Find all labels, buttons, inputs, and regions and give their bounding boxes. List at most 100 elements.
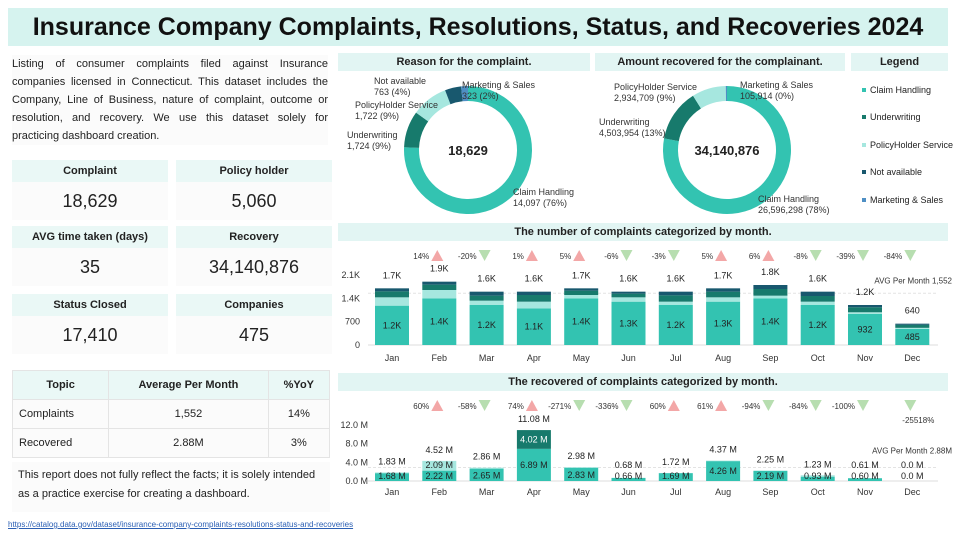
donut-label: PolicyHolder Service 2,934,709 (9%) (614, 82, 698, 103)
legend-item-policyholder: PolicyHolder Service (862, 140, 953, 150)
triangle-down-icon (904, 250, 917, 261)
triangle-up-icon (715, 250, 728, 261)
total-label: 1.7K (714, 270, 733, 280)
bar-segment (516, 301, 551, 309)
bar-segment (469, 467, 504, 469)
bar-segment (564, 295, 599, 299)
bar-segment (658, 295, 693, 302)
kpi-value: 475 (238, 324, 270, 345)
y-tick-label: 8.0 M (345, 439, 368, 449)
yoy-label: -39% (836, 252, 855, 261)
month-label: Nov (857, 487, 874, 497)
month-label: Mar (479, 487, 495, 497)
bar-segment (800, 301, 835, 305)
donut-label: Marketing & Sales 323 (2%) (462, 80, 536, 101)
total-label: 1.2K (856, 287, 875, 297)
triangle-down-icon (904, 400, 917, 411)
bar-segment (375, 473, 409, 481)
legend-item-not-available: Not available (862, 167, 922, 177)
cell: 2.88M (108, 428, 269, 458)
total-label: 4.37 M (709, 445, 737, 455)
kpi-avg-time: AVG time taken (days) 35 (12, 226, 168, 286)
bar-segment (611, 301, 646, 345)
yoy-label: -84% (789, 402, 808, 411)
yoy-label: -94% (742, 402, 761, 411)
claim-label: 1.69 M (662, 471, 690, 481)
total-label: 11.08 M (518, 414, 550, 424)
donut-label: Marketing & Sales 105,914 (0%) (740, 80, 814, 101)
bar-segment (469, 305, 504, 345)
cell: Recovered (11, 428, 110, 458)
triangle-up-icon (715, 400, 728, 411)
triangle-up-icon (667, 400, 680, 411)
total-label: 0.61 M (851, 460, 879, 470)
monthly-recovered-title: The recovered of complaints categorized … (338, 373, 948, 391)
total-label: 4.52 M (426, 445, 454, 455)
table-row: Recovered 2.88M 3% (11, 428, 331, 458)
bar-segment (469, 468, 504, 481)
y-tick-label: 1.4K (341, 293, 360, 303)
donut-slice (461, 86, 468, 102)
yoy-label: 61% (697, 402, 713, 411)
claim-label: 1.2K (477, 320, 496, 330)
bar-segment (848, 313, 882, 345)
bar-segment (706, 291, 741, 298)
bar-segment (658, 291, 693, 296)
yoy-label: -20% (458, 252, 477, 261)
table-row: Complaints 1,552 14% (11, 399, 331, 429)
bar-segment (375, 291, 409, 298)
yoy-label: 60% (650, 402, 666, 411)
month-label: Jul (670, 487, 682, 497)
donut-slice (445, 86, 463, 105)
month-label: Feb (432, 487, 448, 497)
monthly-complaints-chart: 0 700 1.4K 2.1K AVG Per Month 1,552 1.7K 1.2K J… (341, 250, 953, 363)
month-label: Aug (715, 353, 731, 363)
source-link[interactable]: https://catalog.data.gov/dataset/insuran… (8, 520, 354, 529)
claim-label: 0.66 M (615, 471, 643, 481)
yoy-label: 74% (508, 402, 524, 411)
bar-segment (848, 305, 882, 308)
total-label: 1.6K (619, 274, 638, 284)
kpi-label: AVG time taken (days) (12, 226, 168, 248)
monthly-recovered-chart: 0.0 M 4.0 M 8.0 M 12.0 M AVG Per Month 2.88M… (340, 400, 952, 497)
claim-label: 485 (905, 332, 920, 342)
month-label: Jul (670, 353, 682, 363)
triangle-up-icon (431, 400, 444, 411)
triangle-down-icon (478, 250, 491, 261)
claim-label: 1.2K (383, 320, 402, 330)
kpi-label: Companies (176, 294, 332, 316)
recovered-donut-title: Amount recovered for the complainant. (595, 53, 845, 71)
bar-segment (706, 297, 741, 302)
claim-label: 2.22 M (426, 471, 454, 481)
month-label: Oct (811, 487, 826, 497)
cell: Complaints (11, 399, 110, 429)
bar-segment (375, 472, 409, 474)
y-tick-label: 2.1K (341, 270, 360, 280)
bar-segment (658, 301, 693, 305)
kpi-label: Status Closed (12, 294, 168, 316)
triangle-down-icon (573, 400, 586, 411)
bar-segment (375, 288, 409, 292)
bar-segment (706, 461, 741, 481)
bar-segment (469, 291, 504, 296)
bar-segment (564, 467, 599, 468)
bar-segment (422, 281, 457, 285)
yoy-label: 14% (413, 252, 429, 261)
donut-label: Not available 763 (4%) (374, 76, 427, 97)
kpi-label: Recovery (176, 226, 332, 248)
y-tick-label: 700 (345, 317, 360, 327)
cell: 14% (267, 399, 331, 429)
column-header: %YoY (267, 370, 331, 400)
donut-slice (404, 112, 429, 148)
bar-segment (800, 305, 835, 345)
month-label: Dec (904, 487, 921, 497)
month-label: Aug (715, 487, 731, 497)
claim-label: 1.2K (808, 320, 827, 330)
recovered-donut-chart (663, 86, 791, 215)
triangle-down-icon (667, 250, 680, 261)
bar-segment (564, 467, 599, 481)
donut-label: Claim Handling 26,596,298 (78%) (758, 194, 830, 215)
triangle-up-icon (525, 250, 538, 261)
yoy-label: -3% (652, 252, 666, 261)
bar-segment (848, 307, 882, 313)
